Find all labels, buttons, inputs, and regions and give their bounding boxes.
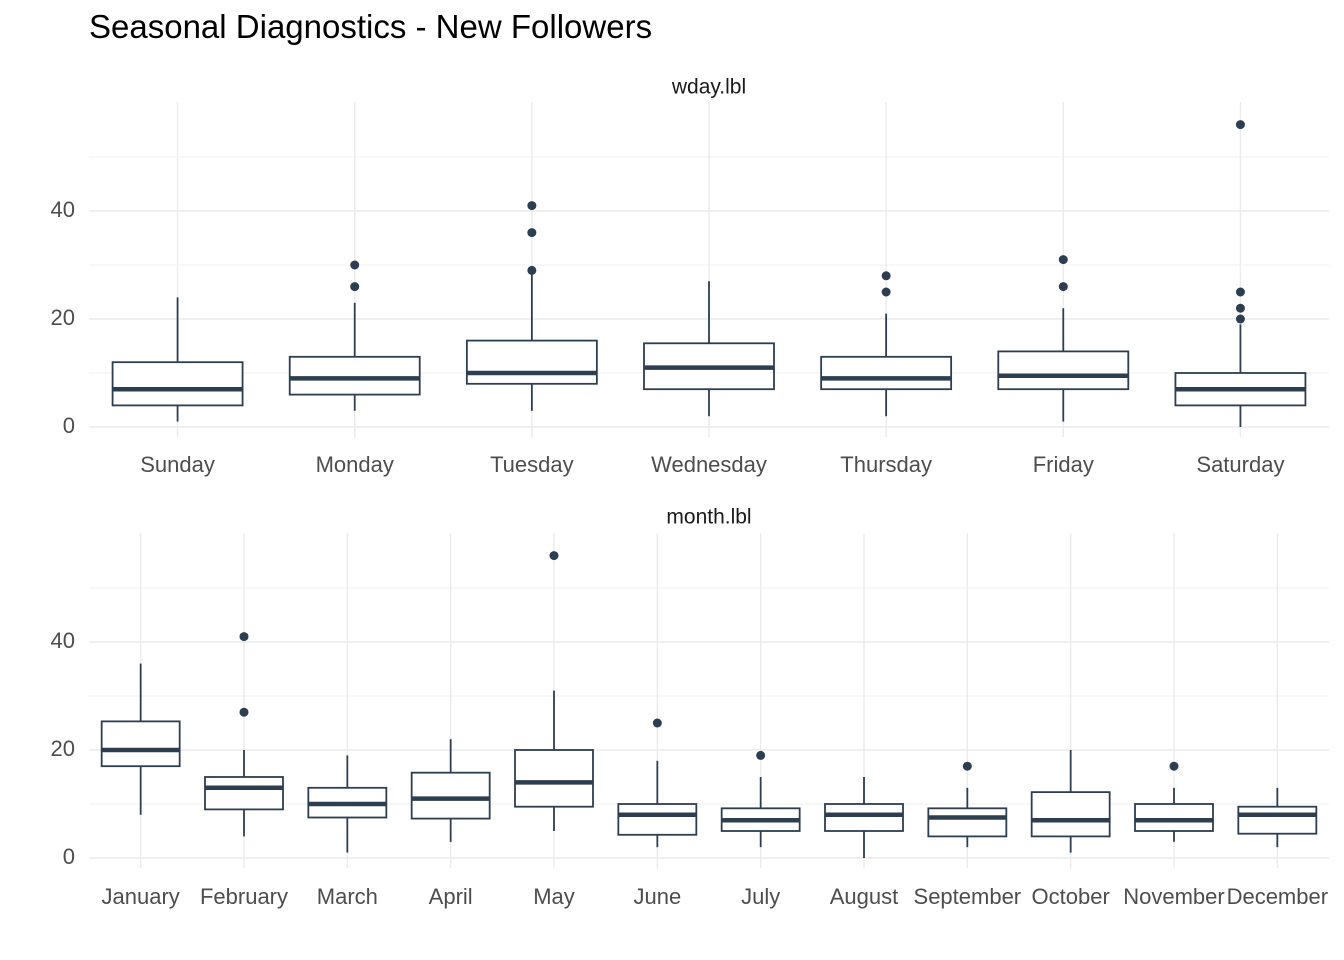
outlier-point (350, 260, 360, 270)
x-tick-label: November (1123, 884, 1224, 909)
x-tick-label: March (317, 884, 378, 909)
y-tick-label: 20 (51, 736, 75, 761)
outlier-point (881, 271, 891, 281)
x-tick-label: February (200, 884, 288, 909)
x-axis: January February March April May June July Augu… (102, 884, 1329, 909)
outlier-point (962, 761, 972, 771)
iqr-box (1237, 805, 1318, 835)
iqr-box (997, 350, 1130, 391)
boxplot-december (1237, 787, 1318, 848)
minor-gridlines (89, 587, 1329, 805)
iqr-box (927, 807, 1008, 838)
facet-strip-label: wday.lbl (671, 76, 746, 99)
boxplot-tuesday (465, 201, 598, 411)
y-tick-label: 40 (51, 197, 75, 222)
x-tick-label: Wednesday (651, 452, 767, 477)
iqr-box (1134, 803, 1214, 832)
boxplot-july (720, 750, 801, 848)
outlier-point (1235, 120, 1245, 130)
outlier-point (527, 265, 537, 275)
x-tick-label: August (830, 884, 899, 909)
outlier-point (527, 228, 537, 238)
y-axis: 0 20 40 (51, 628, 75, 869)
x-tick-label: Saturday (1196, 452, 1284, 477)
boxplot-friday (997, 255, 1130, 422)
iqr-box (100, 720, 181, 768)
x-tick-label: June (633, 884, 681, 909)
y-tick-label: 20 (51, 305, 75, 330)
boxplot-november (1134, 761, 1214, 842)
outlier-point (239, 707, 249, 717)
outlier-point (1235, 314, 1245, 324)
boxplot-september (927, 761, 1008, 848)
x-tick-label: April (429, 884, 473, 909)
facet-panel-month-lbl: month.lbl 0 20 40 January February March April M… (51, 506, 1329, 909)
outlier-point (1235, 303, 1245, 313)
x-tick-label: July (741, 884, 780, 909)
x-tick-label: Friday (1033, 452, 1094, 477)
iqr-box (824, 803, 904, 832)
boxplot-february (204, 632, 284, 837)
iqr-box (514, 749, 594, 808)
outlier-point (239, 632, 249, 642)
outlier-point (1058, 282, 1068, 292)
x-tick-label: Tuesday (490, 452, 574, 477)
boxplot-sunday (111, 297, 244, 422)
x-tick-label: Sunday (140, 452, 215, 477)
boxplot-august (824, 777, 904, 858)
iqr-box (204, 776, 284, 811)
outlier-point (527, 201, 537, 211)
x-axis: Sunday Monday Tuesday Wednesday Thursday Frid… (140, 452, 1284, 477)
y-axis: 0 20 40 (51, 197, 75, 438)
facet-strip-label: month.lbl (666, 506, 751, 529)
y-tick-label: 0 (63, 844, 75, 869)
outlier-point (350, 282, 360, 292)
boxplot-wednesday (643, 281, 775, 417)
x-tick-label: September (914, 884, 1022, 909)
outlier-point (1235, 287, 1245, 297)
boxplot-january (100, 663, 181, 815)
iqr-box (288, 355, 421, 396)
boxplot-october (1030, 750, 1111, 853)
x-tick-label: Monday (316, 452, 394, 477)
iqr-box (111, 361, 244, 407)
boxplot-thursday (820, 271, 953, 417)
iqr-box (820, 355, 953, 391)
iqr-box (465, 339, 598, 385)
iqr-box (1030, 791, 1111, 838)
outlier-point (1169, 761, 1179, 771)
iqr-box (410, 771, 491, 820)
x-tick-label: Thursday (840, 452, 932, 477)
outlier-point (652, 718, 662, 728)
boxplot-may (514, 551, 594, 831)
y-tick-label: 0 (63, 413, 75, 438)
boxplot-march (307, 755, 388, 853)
facet-panel-wday-lbl: wday.lbl 0 20 40 Sunday Monday Tuesday Wednesda… (51, 76, 1329, 477)
outlier-point (1058, 255, 1068, 265)
boxplot-saturday (1174, 120, 1307, 427)
y-tick-label: 40 (51, 628, 75, 653)
boxplot-april (410, 739, 491, 842)
outlier-point (549, 551, 559, 561)
iqr-box (617, 803, 698, 836)
x-tick-label: October (1032, 884, 1110, 909)
major-gridlines (89, 641, 1329, 859)
x-tick-label: December (1227, 884, 1328, 909)
boxplot-monday (288, 260, 421, 411)
x-tick-label: May (533, 884, 575, 909)
chart-title: Seasonal Diagnostics - New Followers (89, 8, 653, 45)
x-tick-label: January (102, 884, 180, 909)
outlier-point (756, 750, 766, 760)
boxplot-june (617, 718, 698, 848)
outlier-point (881, 287, 891, 297)
